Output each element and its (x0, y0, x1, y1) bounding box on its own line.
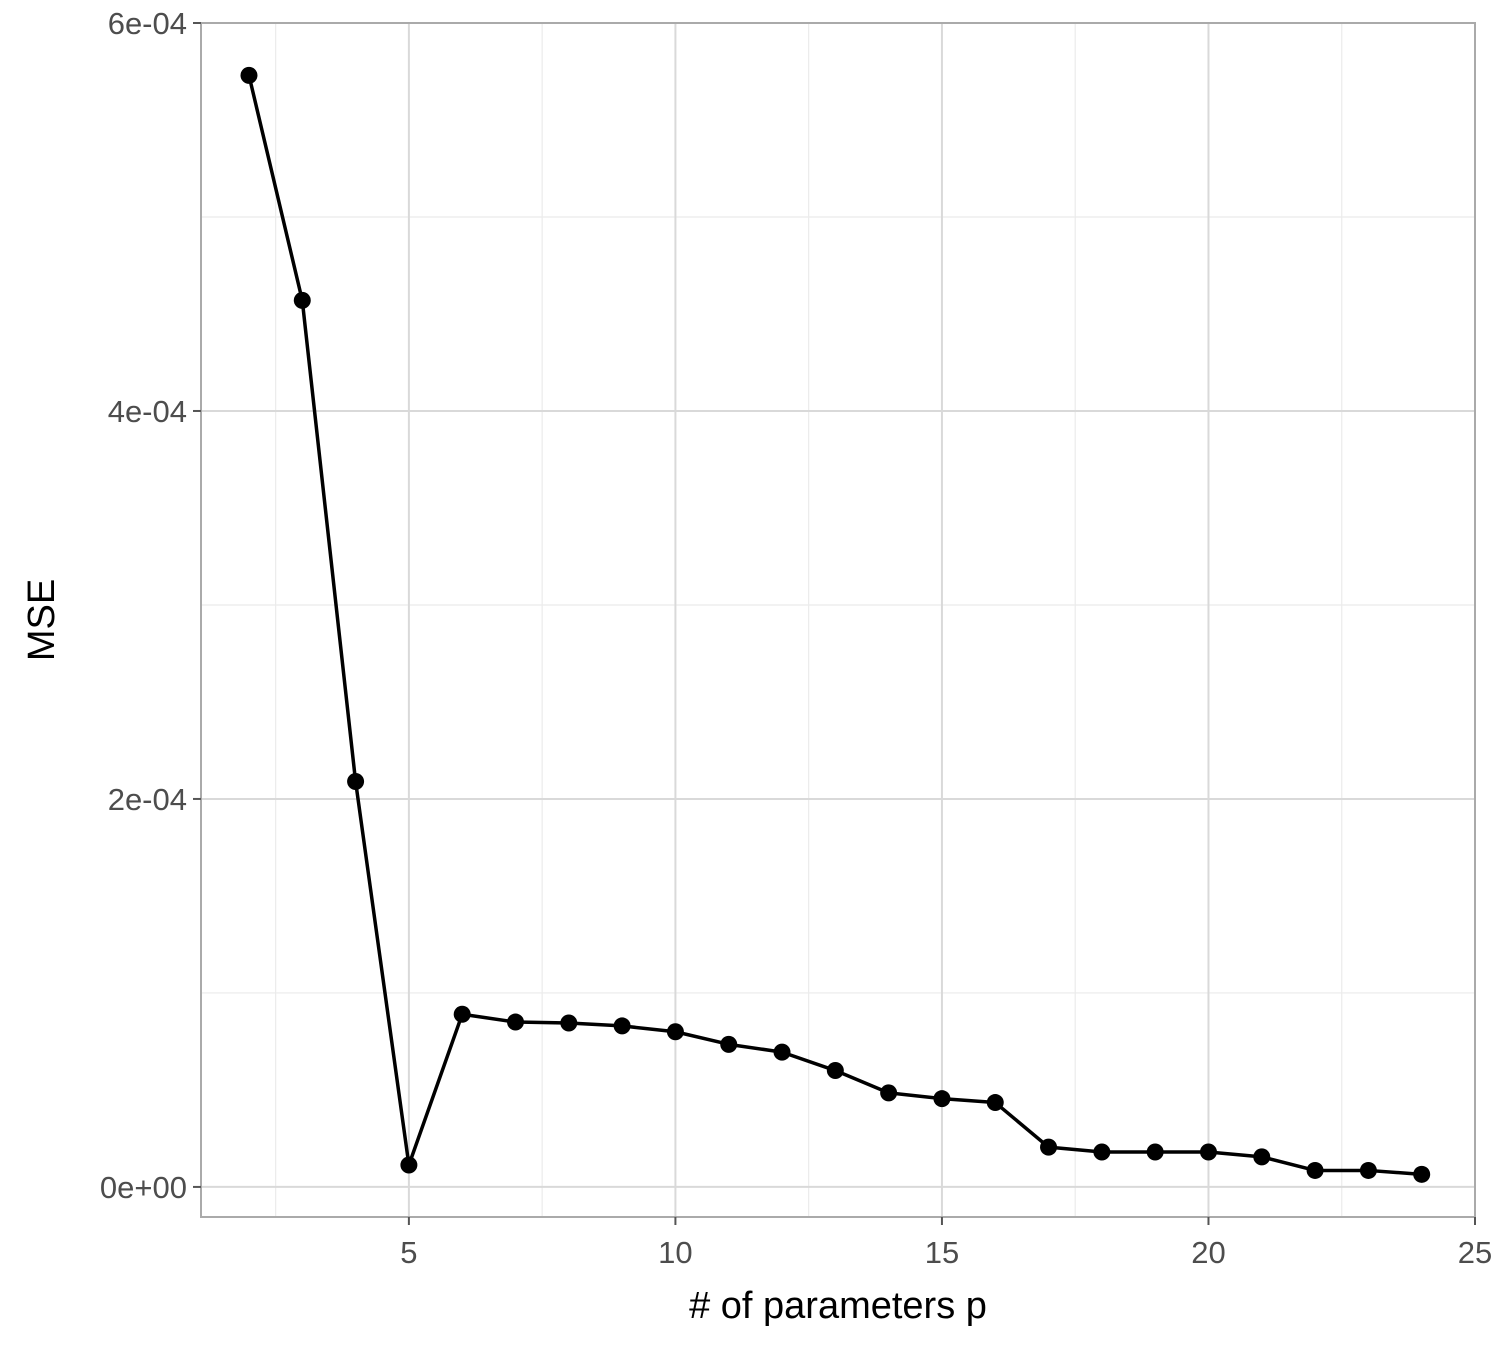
x-tick-label-3: 20 (1191, 1235, 1225, 1270)
data-point-p15 (933, 1090, 951, 1108)
data-point-p6 (453, 1005, 471, 1023)
data-point-p12 (773, 1043, 791, 1061)
y-tick-label-0: 0e+00 (100, 1170, 187, 1205)
data-point-p14 (880, 1084, 898, 1102)
x-tick-label-0: 5 (400, 1235, 417, 1270)
data-point-p16 (986, 1094, 1004, 1112)
y-axis-title: MSE (21, 579, 63, 661)
data-point-p9 (613, 1017, 631, 1035)
minor-gridlines (201, 23, 1475, 1217)
data-point-p10 (666, 1023, 684, 1041)
axis-ticks: 5 10 15 20 25 0e+00 2e-04 4e-04 6e-04 (100, 6, 1492, 1270)
data-point-p17 (1040, 1138, 1058, 1156)
x-tick-label-4: 25 (1458, 1235, 1492, 1270)
y-tick-label-3: 6e-04 (108, 6, 187, 41)
data-point-p4 (347, 772, 365, 790)
x-axis-title: # of parameters p (689, 1285, 987, 1327)
data-point-p11 (720, 1035, 738, 1053)
data-point-p23 (1359, 1161, 1377, 1179)
data-point-p3 (293, 291, 311, 309)
series-line-0 (247, 74, 1422, 1177)
data-point-p5 (400, 1156, 418, 1174)
data-point-p24 (1413, 1165, 1431, 1183)
data-point-p2 (240, 66, 258, 84)
data-point-p19 (1146, 1143, 1164, 1161)
data-point-p21 (1253, 1148, 1271, 1166)
data-point-p8 (560, 1014, 578, 1032)
x-tick-label-2: 15 (925, 1235, 959, 1270)
x-tick-label-1: 10 (658, 1235, 692, 1270)
data-point-p20 (1199, 1143, 1217, 1161)
y-tick-label-1: 2e-04 (108, 782, 187, 817)
plot-panel-border (200, 22, 1476, 1218)
data-point-p22 (1306, 1161, 1324, 1179)
y-tick-label-2: 4e-04 (108, 394, 187, 429)
series-layer (240, 66, 1431, 1183)
data-point-p18 (1093, 1143, 1111, 1161)
data-point-p7 (507, 1013, 525, 1031)
data-point-p13 (826, 1062, 844, 1080)
